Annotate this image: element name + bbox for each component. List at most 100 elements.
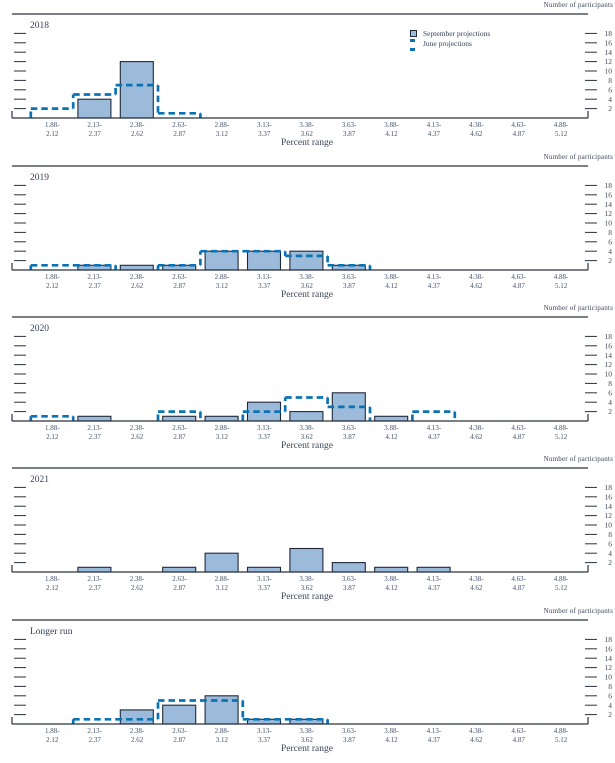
- right-axis-title: Number of participants: [543, 1, 613, 9]
- x-tick-label: 2.63- 2.87: [172, 424, 187, 441]
- x-tick-label: 2.63- 2.87: [172, 575, 187, 592]
- y-tick-label: 10: [605, 67, 613, 76]
- x-tick-label: 4.88- 5.12: [553, 727, 569, 744]
- y-tick-label: 16: [605, 644, 613, 653]
- y-tick-label: 4: [608, 701, 612, 710]
- x-tick-label: 4.88- 5.12: [553, 273, 569, 290]
- y-tick-label: 4: [608, 549, 612, 558]
- y-tick-label: 12: [605, 57, 613, 66]
- x-axis-title: Percent range: [281, 744, 333, 754]
- y-tick-label: 6: [608, 388, 612, 397]
- x-axis-title: Percent range: [281, 290, 333, 300]
- x-tick-label: 2.38- 2.62: [129, 424, 145, 441]
- y-tick-label: 6: [608, 539, 612, 548]
- right-axis-title: Number of participants: [543, 304, 613, 312]
- y-tick-label: 8: [608, 228, 612, 237]
- y-tick-label: 8: [608, 379, 612, 388]
- y-tick-label: 18: [605, 181, 613, 190]
- x-tick-label: 4.38- 4.62: [469, 273, 484, 290]
- x-tick-label: 3.88- 4.12: [384, 575, 399, 592]
- y-tick-label: 16: [605, 190, 613, 199]
- legend: September projections June projections: [410, 29, 490, 51]
- axis-ticks: [14, 486, 597, 564]
- x-tick-label: 2.13- 2.37: [87, 575, 102, 592]
- june-dash-icon: [410, 35, 423, 53]
- y-tick-label: 10: [605, 219, 613, 228]
- legend-item-september: September projections: [410, 29, 490, 38]
- bar-2019-2: [119, 264, 154, 271]
- x-tick-label: 3.38- 3.62: [299, 121, 314, 138]
- x-tick-label: 4.63- 4.87: [511, 424, 526, 441]
- x-axis-title: Percent range: [281, 592, 333, 602]
- x-tick-label: 2.88- 3.12: [214, 424, 230, 441]
- x-tick-label: 4.38- 4.62: [469, 424, 484, 441]
- x-tick-label: 2.88- 3.12: [214, 727, 230, 744]
- y-tick-label: 12: [605, 209, 613, 218]
- bar-2019-5: [246, 250, 282, 271]
- bar-2020-1: [77, 415, 112, 422]
- x-tick-label: 4.13- 4.37: [426, 727, 442, 744]
- x-tick-label: 2.38- 2.62: [129, 727, 145, 744]
- bar-2021-5: [246, 566, 282, 573]
- y-tick-label: 12: [605, 663, 613, 672]
- panel-title: 2019: [30, 173, 49, 183]
- x-tick-label: 3.13- 3.37: [257, 727, 272, 744]
- bar-longer-run-2: [119, 709, 154, 725]
- y-tick-label: 8: [608, 530, 612, 539]
- bar-2019-4: [204, 250, 239, 271]
- x-tick-label: 2.13- 2.37: [87, 121, 102, 138]
- legend-label: September projections: [423, 29, 491, 38]
- y-tick-label: 4: [608, 95, 612, 104]
- x-tick-label: 4.88- 5.12: [553, 575, 569, 592]
- bar-2021-6: [289, 547, 324, 573]
- y-tick-label: 8: [608, 682, 612, 691]
- x-tick-label: 3.63- 3.87: [341, 121, 357, 138]
- june-projections-line: [29, 396, 457, 421]
- x-tick-label: 4.38- 4.62: [469, 727, 484, 744]
- x-tick-label: 3.13- 3.37: [257, 575, 272, 592]
- x-tick-label: 1.88- 2.12: [45, 273, 60, 290]
- y-tick-label: 12: [605, 511, 613, 520]
- x-tick-label: 3.38- 3.62: [299, 424, 314, 441]
- x-tick-label: 2.38- 2.62: [129, 575, 145, 592]
- y-tick-label: 14: [605, 654, 613, 663]
- right-axis-title: Number of participants: [543, 153, 613, 161]
- y-tick-label: 2: [608, 558, 612, 567]
- x-tick-label: 4.63- 4.87: [511, 575, 526, 592]
- panel-2020: Number of participants 2 4 6 8 10 12 14 16 18 2020…: [0, 304, 615, 456]
- x-tick-label: 1.88- 2.12: [45, 575, 60, 592]
- x-tick-label: 2.63- 2.87: [172, 273, 187, 290]
- bar-2020-8: [374, 415, 409, 422]
- x-tick-label: 1.88- 2.12: [45, 424, 60, 441]
- bar-2021-4: [204, 552, 239, 573]
- x-tick-label: 2.88- 3.12: [214, 575, 230, 592]
- x-axis-title: Percent range: [281, 441, 333, 451]
- x-tick-label: 4.63- 4.87: [511, 273, 526, 290]
- y-tick-label: 18: [605, 483, 613, 492]
- x-tick-label: 4.63- 4.87: [511, 727, 526, 744]
- x-tick-label: 3.38- 3.62: [299, 727, 314, 744]
- panel-title: Longer run: [30, 627, 73, 637]
- y-tick-label: 2: [608, 104, 612, 113]
- y-tick-label: 18: [605, 635, 613, 644]
- x-tick-label: 4.13- 4.37: [426, 575, 442, 592]
- y-tick-label: 14: [605, 48, 613, 57]
- y-tick-label: 10: [605, 673, 613, 682]
- right-axis-title: Number of participants: [543, 607, 613, 615]
- y-tick-label: 10: [605, 521, 613, 530]
- legend-label: June projections: [423, 39, 472, 48]
- x-tick-label: 4.13- 4.37: [426, 121, 442, 138]
- legend-item-june: June projections: [410, 38, 490, 51]
- x-tick-label: 4.38- 4.62: [469, 575, 484, 592]
- x-tick-label: 3.63- 3.87: [341, 575, 357, 592]
- september-bar-swatch-icon: [410, 30, 417, 37]
- y-tick-label: 18: [605, 332, 613, 341]
- y-tick-label: 14: [605, 502, 613, 511]
- bar-2018-2: [119, 61, 154, 119]
- y-tick-label: 4: [608, 398, 612, 407]
- x-tick-label: 3.88- 4.12: [384, 273, 399, 290]
